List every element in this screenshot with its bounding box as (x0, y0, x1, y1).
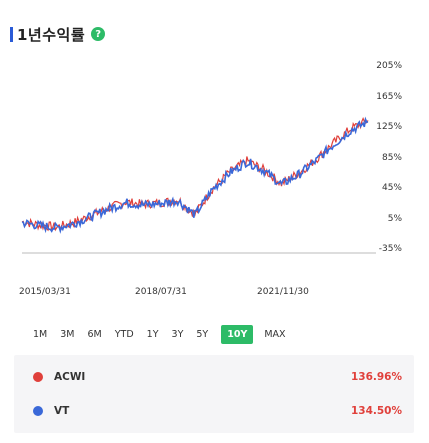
period-button-10y[interactable]: 10Y (221, 325, 254, 344)
series-return: 136.96% (350, 371, 402, 383)
section-title: 1년수익률 (17, 25, 86, 44)
series-dot (33, 406, 43, 416)
info-icon-glyph: ? (95, 28, 102, 40)
y-tick-label: 85% (381, 152, 402, 163)
period-button-6m[interactable]: 6M (87, 329, 102, 340)
legend-panel: ACWI 136.96% VT 134.50% (14, 355, 414, 433)
x-tick-start: 2015/03/31 (19, 287, 71, 297)
period-button-3m[interactable]: 3M (60, 329, 75, 340)
y-tick-label: 205% (376, 61, 402, 71)
series-return: 134.50% (350, 405, 402, 417)
y-tick-label: -35% (378, 244, 402, 254)
header-accent-bar (10, 26, 13, 42)
x-tick-end: 2021/11/30 (257, 287, 309, 297)
series-name: ACWI (54, 371, 86, 383)
series-dot (33, 372, 43, 382)
period-button-5y[interactable]: 5Y (196, 329, 209, 340)
series-name: VT (54, 405, 70, 417)
info-icon[interactable]: ? (91, 27, 106, 41)
y-tick-label: 45% (381, 183, 402, 193)
section-header: 1년수익률 ? (10, 24, 106, 44)
y-tick-label: 5% (387, 213, 402, 224)
return-line-chart (21, 116, 376, 254)
series-line-1 (21, 116, 369, 234)
x-tick-mid: 2018/07/31 (135, 287, 187, 297)
legend-row-vt: VT 134.50% (14, 401, 414, 421)
period-selector: 1M 3M 6M YTD 1Y 3Y 5Y 10Y MAX (33, 325, 299, 344)
y-tick-label: 165% (376, 91, 402, 102)
period-button-1y[interactable]: 1Y (146, 329, 159, 340)
period-button-ytd[interactable]: YTD (114, 329, 134, 340)
period-button-1m[interactable]: 1M (33, 329, 48, 340)
period-button-3y[interactable]: 3Y (171, 329, 184, 340)
legend-row-acwi: ACWI 136.96% (14, 367, 414, 387)
period-button-max[interactable]: MAX (264, 329, 286, 340)
y-tick-label: 125% (376, 122, 402, 132)
return-chart: 205% 165% 125% 85% 45% 5% -35% (0, 50, 429, 270)
